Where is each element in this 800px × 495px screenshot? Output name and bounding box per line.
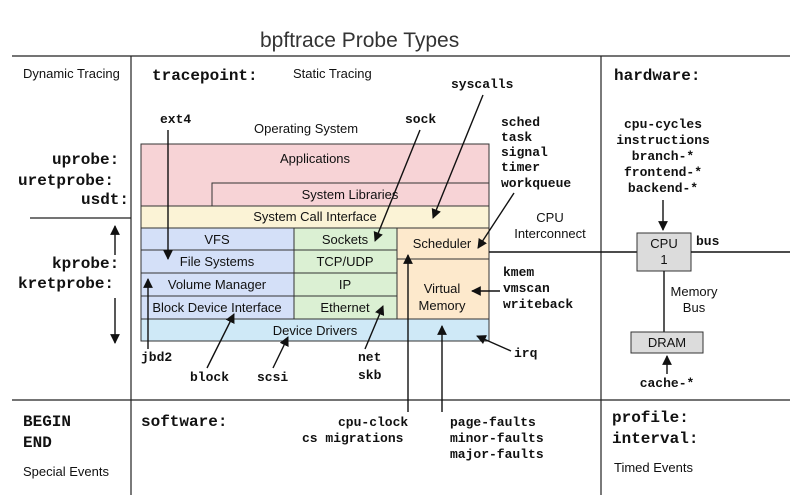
hw-branch: branch-* [632, 149, 694, 164]
begin-label: BEGIN [23, 413, 71, 431]
probe-sched: sched [501, 115, 540, 130]
dram-label: DRAM [648, 335, 686, 350]
probe-kmem: kmem [503, 265, 534, 280]
probe-cs-migrations: cs migrations [302, 431, 404, 446]
device-drivers-label: Device Drivers [273, 323, 358, 338]
block-arrow [206, 313, 235, 369]
uprobe-label: uprobe: [52, 151, 119, 169]
profile-label: profile: [612, 409, 689, 427]
static-tracing-label: Static Tracing [293, 66, 372, 81]
dram-box [630, 331, 704, 354]
hw-frontend: frontend-* [624, 165, 702, 180]
system-libraries-label: System Libraries [302, 187, 399, 202]
kprobe-label: kprobe: [52, 255, 119, 273]
memory-bus-label-1: Memory [671, 284, 718, 299]
probe-scsi: scsi [257, 370, 288, 385]
irq-arrow [476, 335, 512, 352]
tracepoint-label: tracepoint: [152, 67, 258, 85]
probe-jbd2: jbd2 [141, 350, 172, 365]
hw-instructions: instructions [616, 133, 710, 148]
memory-bus-label-2: Bus [683, 300, 706, 315]
timed-events-label: Timed Events [614, 460, 693, 475]
software-label: software: [141, 413, 227, 431]
hw-cpu-cycles: cpu-cycles [624, 117, 702, 132]
cpu-box-label-1: CPU [650, 236, 677, 251]
bus-label: bus [696, 234, 720, 249]
probe-ext4: ext4 [160, 112, 191, 127]
hw-cache: cache-* [640, 376, 695, 391]
virtual-memory-label-1: Virtual [424, 281, 461, 296]
dynamic-tracing-label: Dynamic Tracing [23, 66, 120, 81]
probe-major-faults: major-faults [450, 447, 544, 462]
virtual-memory-label-2: Memory [419, 298, 466, 313]
scheduler-block [396, 227, 490, 260]
usdt-label: usdt: [81, 191, 129, 209]
probe-signal: signal [501, 145, 548, 160]
cpu-box [636, 232, 692, 272]
sockets-label: Sockets [322, 232, 369, 247]
applications-label: Applications [280, 151, 351, 166]
uretprobe-label: uretprobe: [18, 172, 114, 190]
syscalls-arrow [431, 94, 484, 219]
probe-sock: sock [405, 112, 436, 127]
tcp-udp-label: TCP/UDP [316, 254, 373, 269]
probe-workqueue: workqueue [501, 176, 571, 191]
block-device-interface-label: Block Device Interface [152, 300, 281, 315]
volume-manager-label: Volume Manager [168, 277, 267, 292]
probe-page-faults: page-faults [450, 415, 536, 430]
hw-backend: backend-* [628, 181, 698, 196]
ethernet-label: Ethernet [320, 300, 370, 315]
probe-vmscan: vmscan [503, 281, 550, 296]
operating-system-label: Operating System [254, 121, 358, 136]
probe-block: block [190, 370, 229, 385]
diagram-title: bpftrace Probe Types [260, 29, 459, 52]
net-arrow [364, 305, 385, 350]
probe-net: net [358, 350, 381, 365]
probe-irq: irq [514, 346, 537, 361]
kretprobe-label: kretprobe: [18, 275, 114, 293]
cpu-box-label-2: 1 [660, 252, 667, 267]
interval-label: interval: [612, 430, 698, 448]
scsi-arrow [272, 336, 289, 369]
scheduler-label: Scheduler [413, 236, 472, 251]
probe-writeback: writeback [503, 297, 573, 312]
probe-minor-faults: minor-faults [450, 431, 544, 446]
vfs-label: VFS [204, 232, 230, 247]
sock-arrow [373, 129, 421, 242]
cpu-interconnect-label-2: Interconnect [514, 226, 586, 241]
probe-task: task [501, 130, 532, 145]
probe-timer: timer [501, 160, 540, 175]
special-events-label: Special Events [23, 464, 109, 479]
end-label: END [23, 434, 52, 452]
sched-arrow [477, 192, 515, 249]
syscall-interface-label: System Call Interface [253, 209, 377, 224]
hardware-label: hardware: [614, 67, 700, 85]
probe-cpu-clock: cpu-clock [338, 415, 408, 430]
cpu-interconnect-label-1: CPU [536, 210, 563, 225]
file-systems-label: File Systems [180, 254, 255, 269]
probe-syscalls: syscalls [451, 77, 514, 92]
ip-label: IP [339, 277, 351, 292]
probe-skb: skb [358, 368, 382, 383]
